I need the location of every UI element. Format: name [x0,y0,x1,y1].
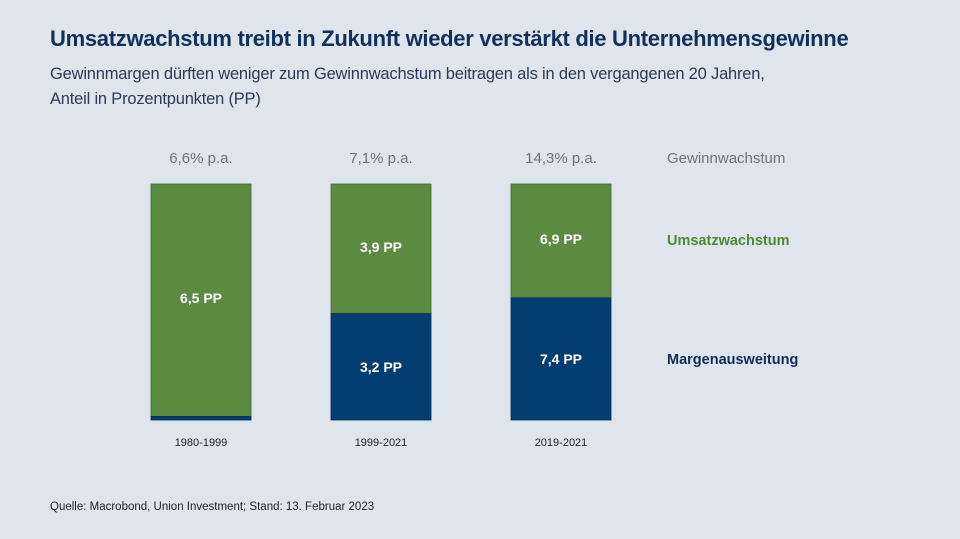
legend-margenausweitung: Margenausweitung [667,352,798,368]
legend-umsatzwachstum: Umsatzwachstum [667,233,789,249]
total-label: 14,3% p.a. [525,150,597,167]
x-tick-label: 1999-2021 [355,437,408,449]
subtitle-line-1: Gewinnmargen dürften weniger zum Gewinnw… [50,65,765,83]
segment-label-umsatzwachstum: 3,9 PP [360,239,402,255]
segment-label-umsatzwachstum: 6,5 PP [180,290,222,306]
chart-subtitle: Gewinnmargen dürften weniger zum Gewinnw… [50,62,765,112]
bar-segment-umsatzwachstum [330,183,432,315]
total-label: 7,1% p.a. [349,150,412,167]
bar-segment-margenausweitung [150,416,252,421]
total-label: 6,6% p.a. [169,150,232,167]
legend-gewinnwachstum: Gewinnwachstum [667,150,785,167]
bar-segment-margenausweitung [510,297,612,421]
bar-segment-umsatzwachstum [150,183,252,417]
segment-label-margenausweitung: 7,4 PP [540,351,582,367]
source-note: Quelle: Macrobond, Union Investment; Sta… [50,501,375,513]
x-tick-label: 2019-2021 [535,437,588,449]
x-tick-label: 1980-1999 [175,437,228,449]
bar-segment-margenausweitung [330,313,432,421]
subtitle-line-2: Anteil in Prozentpunkten (PP) [50,90,261,108]
segment-label-umsatzwachstum: 6,9 PP [540,231,582,247]
bar-segment-umsatzwachstum [510,183,612,299]
segment-label-margenausweitung: 3,2 PP [360,359,402,375]
chart-title: Umsatzwachstum treibt in Zukunft wieder … [50,26,849,51]
